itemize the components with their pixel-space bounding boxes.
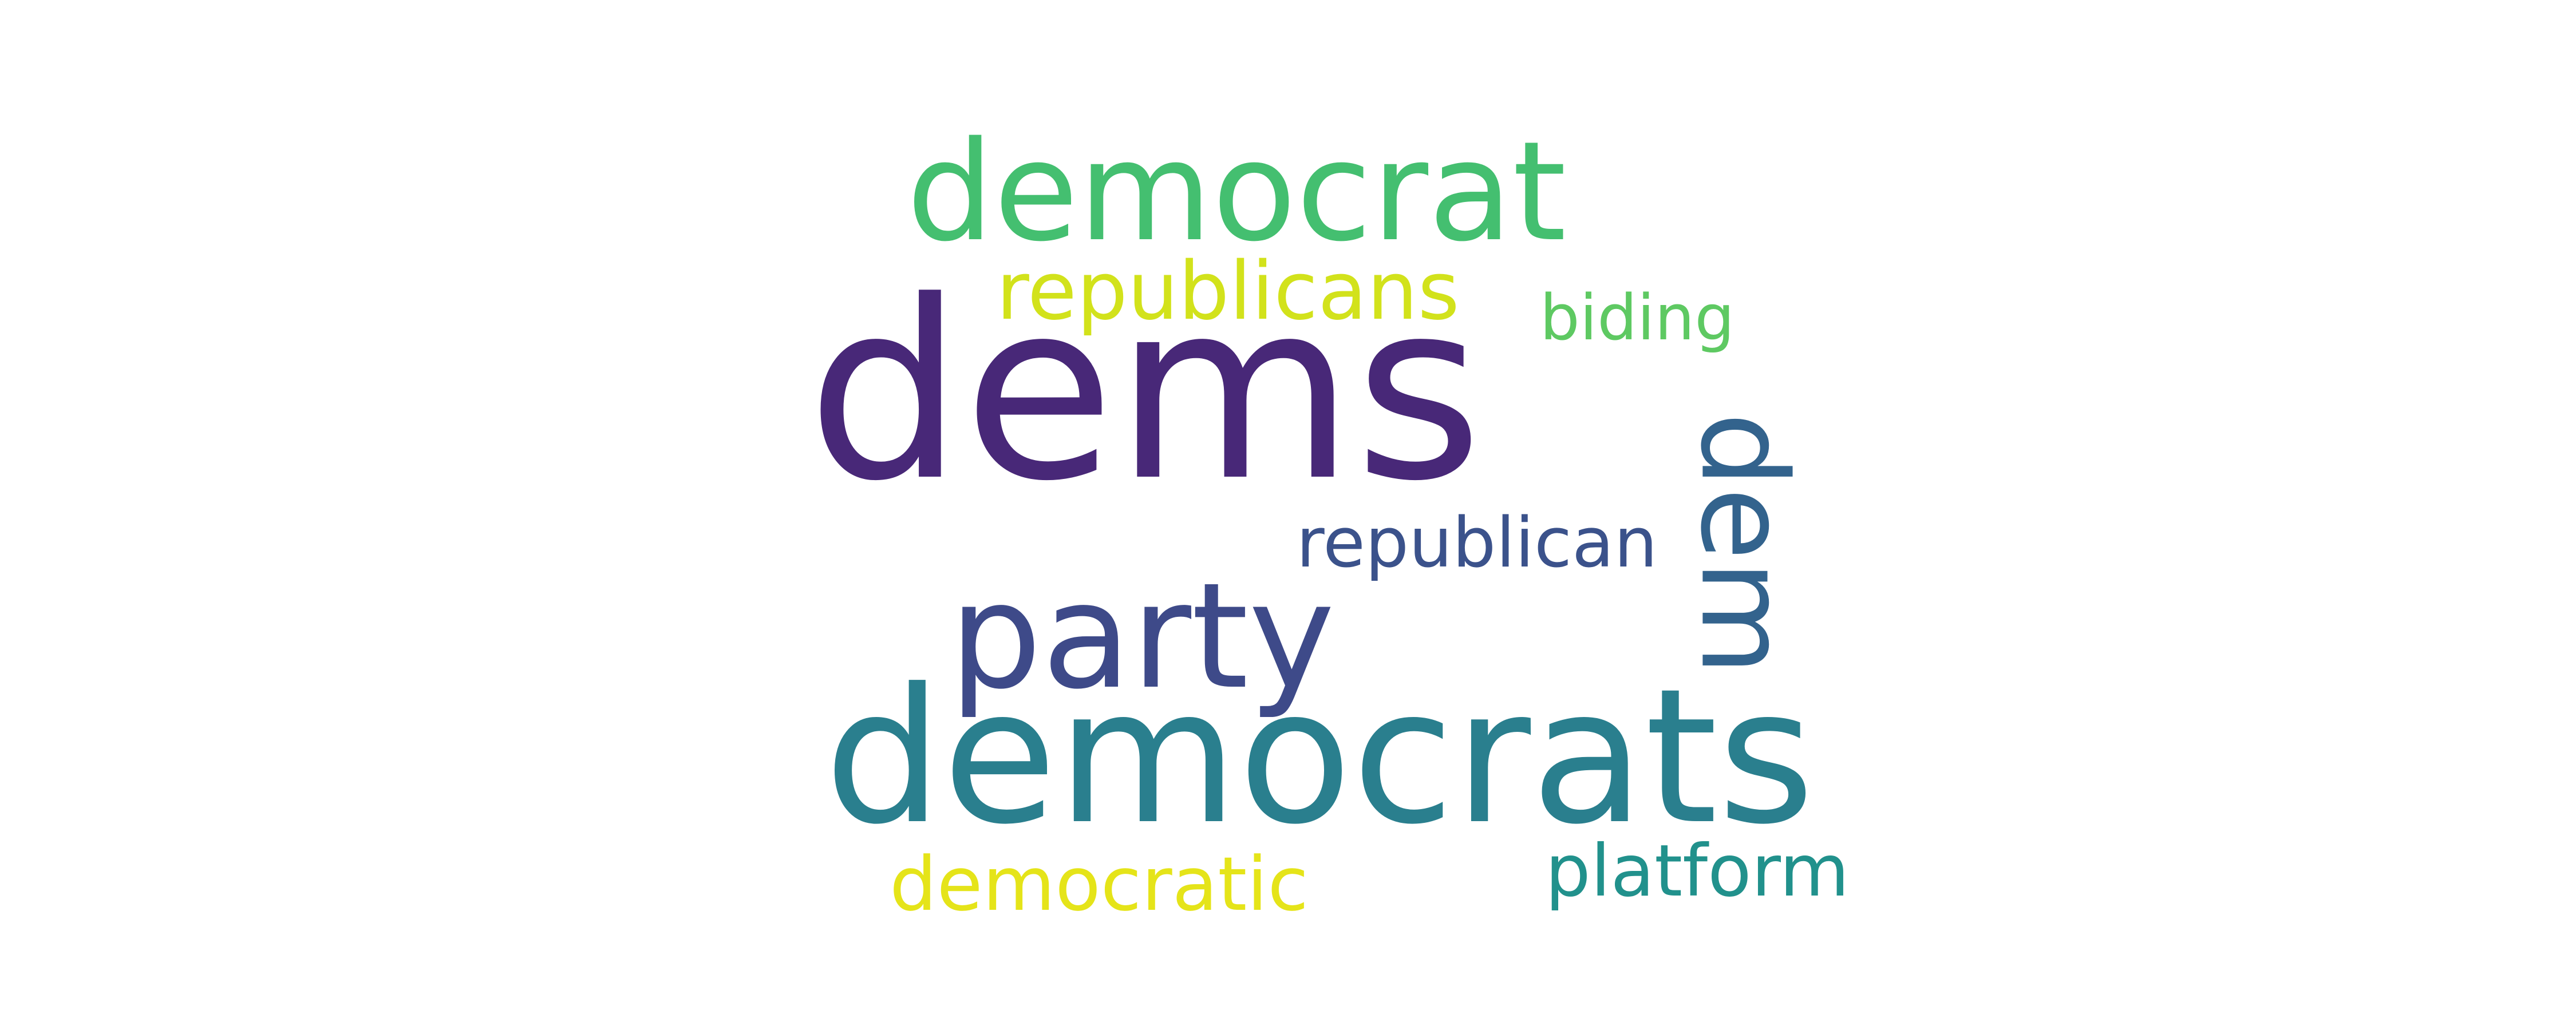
word-dem: dem bbox=[1674, 412, 1813, 675]
word-democrat: democrat bbox=[906, 112, 1567, 272]
word-party: party bbox=[949, 552, 1335, 722]
word-democratic: democratic bbox=[890, 841, 1309, 928]
word-biding: biding bbox=[1539, 281, 1735, 354]
word-republicans: republicans bbox=[996, 245, 1460, 338]
word-republican: republican bbox=[1296, 504, 1658, 583]
word-democrats: democrats bbox=[824, 648, 1815, 865]
word-platform: platform bbox=[1545, 830, 1850, 913]
word-dems: dems bbox=[807, 249, 1483, 535]
